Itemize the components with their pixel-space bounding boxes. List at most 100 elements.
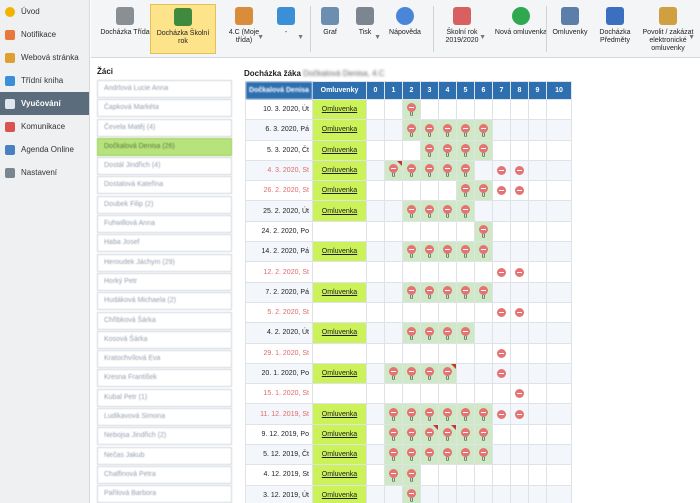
student-item[interactable]: Kosová Šárka	[97, 330, 232, 349]
toolbar-button-10[interactable]: Docházka Předměty	[591, 4, 639, 54]
omluvenka-link[interactable]: Omluvenka	[321, 126, 358, 134]
rocket-icon	[277, 7, 295, 25]
row-omluvenka[interactable]: Omluvenka	[312, 281, 367, 303]
sidebar-item-0[interactable]: Úvod	[0, 0, 89, 23]
chevron-down-icon[interactable]: ▼	[257, 34, 264, 41]
row-omluvenka[interactable]: Omluvenka	[312, 180, 367, 202]
sidebar-item-2[interactable]: Webová stránka	[0, 46, 89, 69]
chevron-down-icon[interactable]: ▼	[688, 34, 695, 41]
student-item[interactable]: Chřibková Šárka	[97, 311, 232, 330]
row-omluvenka[interactable]: Omluvenka	[312, 98, 367, 121]
sidebar-item-5[interactable]: Komunikace	[0, 115, 89, 138]
row-omluvenka[interactable]: Omluvenka	[312, 241, 367, 263]
student-item[interactable]: Hudáková Michaela (2)	[97, 292, 232, 311]
lesson-cell	[546, 342, 572, 364]
omluvenka-link[interactable]: Omluvenka	[321, 491, 358, 499]
lesson-cell	[438, 180, 457, 202]
row-omluvenka[interactable]: Omluvenka	[312, 423, 367, 446]
student-item[interactable]: Dočkalová Denisa (26)	[97, 137, 232, 156]
lesson-cell	[492, 180, 511, 202]
omluvenka-link[interactable]: Omluvenka	[321, 146, 358, 154]
student-item[interactable]: Nebojsa Jindřich (2)	[97, 427, 232, 446]
sidebar-item-7[interactable]: Nastavení	[0, 161, 89, 184]
omluvenka-link[interactable]: Omluvenka	[321, 106, 358, 114]
omluvenka-link[interactable]: Omluvenka	[321, 288, 358, 296]
row-omluvenka[interactable]: Omluvenka	[312, 200, 367, 222]
student-item[interactable]: Čevela Matěj (4)	[97, 118, 232, 137]
student-item[interactable]: Kresna František	[97, 369, 232, 388]
omluvenka-link[interactable]: Omluvenka	[321, 167, 358, 175]
row-omluvenka[interactable]: Omluvenka	[312, 464, 367, 486]
student-item[interactable]: Doubek Filip (2)	[97, 195, 232, 214]
student-item[interactable]: Fuhwillová Anna	[97, 215, 232, 234]
row-omluvenka[interactable]: Omluvenka	[312, 484, 367, 503]
omluvenka-link[interactable]: Omluvenka	[321, 187, 358, 195]
header-lesson: 6	[474, 81, 493, 100]
row-omluvenka	[312, 220, 367, 243]
student-item[interactable]: Kratochvílová Eva	[97, 350, 232, 369]
header-omluvenky: Omluvenky	[312, 81, 367, 100]
omluvenka-link[interactable]: Omluvenka	[321, 410, 358, 418]
toolbar-button-5[interactable]: Tisk ▼	[347, 4, 383, 54]
lesson-cell	[546, 261, 572, 283]
lesson-count: 0	[481, 457, 486, 464]
row-omluvenka[interactable]: Omluvenka	[312, 159, 367, 182]
row-omluvenka[interactable]: Omluvenka	[312, 444, 367, 466]
lesson-cell	[402, 301, 421, 324]
student-item[interactable]: Čapková Markéta	[97, 99, 232, 118]
chevron-down-icon[interactable]: ▼	[479, 34, 486, 41]
lesson-count: 0	[427, 294, 432, 301]
omluvenka-link[interactable]: Omluvenka	[321, 248, 358, 256]
omluvenka-link[interactable]: Omluvenka	[321, 207, 358, 215]
lesson-cell	[438, 464, 457, 486]
lesson-cell: 0	[456, 241, 475, 263]
sidebar-item-6[interactable]: Agenda Online	[0, 138, 89, 161]
chevron-down-icon[interactable]: ▼	[297, 34, 304, 41]
toolbar-button-4[interactable]: Graf	[313, 4, 347, 54]
row-omluvenka[interactable]: Omluvenka	[312, 322, 367, 344]
toolbar-button-9[interactable]: Omluvenky	[549, 4, 591, 54]
student-item[interactable]: Dostál Jindřich (4)	[97, 157, 232, 176]
absence-icon	[497, 348, 506, 358]
toolbar-button-11[interactable]: Povolit / zakázat elektronické omluvenky…	[639, 4, 697, 54]
student-item[interactable]: Ludikavová Simona	[97, 408, 232, 427]
student-item[interactable]: Chalfinová Petra	[97, 465, 232, 484]
toolbar-button-6[interactable]: Nápověda	[386, 4, 424, 54]
sidebar-item-3[interactable]: Třídní kniha	[0, 69, 89, 92]
row-date: 24. 2. 2020, Po	[245, 220, 313, 243]
sidebar-item-4[interactable]: Vyučování	[0, 92, 89, 115]
sidebar-item-1[interactable]: Notifikace	[0, 23, 89, 46]
lesson-count: 0	[409, 416, 414, 423]
toolbar-button-0[interactable]: Docházka Třída	[96, 4, 154, 54]
omluvenka-link[interactable]: Omluvenka	[321, 451, 358, 459]
lesson-cell	[366, 159, 385, 182]
student-item[interactable]: Haba Josef	[97, 234, 232, 253]
row-omluvenka[interactable]: Omluvenka	[312, 403, 367, 425]
student-item[interactable]: Kubal Petr (1)	[97, 388, 232, 407]
row-omluvenka[interactable]: Omluvenka	[312, 362, 367, 385]
row-omluvenka[interactable]: Omluvenka	[312, 139, 367, 161]
chevron-down-icon[interactable]: ▼	[374, 34, 381, 41]
student-item[interactable]: Dostalová Kateřina	[97, 176, 232, 195]
student-item[interactable]: Horký Petr	[97, 272, 232, 291]
toolbar-button-8[interactable]: Nová omluvenka	[493, 4, 549, 54]
absence-icon	[425, 204, 434, 214]
toolbar-button-1[interactable]: Docházka Školní rok	[150, 4, 216, 54]
student-item[interactable]: Nečas Jakub	[97, 446, 232, 465]
student-item[interactable]: Andrlová Lucie Anna	[97, 80, 232, 98]
student-item[interactable]: Pařilová Barbora	[97, 485, 232, 503]
omluvenka-link[interactable]: Omluvenka	[321, 370, 358, 377]
omluvenka-link[interactable]: Omluvenka	[321, 430, 358, 438]
lesson-cell: 0	[438, 241, 457, 263]
row-omluvenka[interactable]: Omluvenka	[312, 119, 367, 141]
lesson-cell	[384, 98, 403, 121]
omluvenka-link[interactable]: Omluvenka	[321, 471, 358, 479]
toolbar-button-3[interactable]: - ▼	[266, 4, 306, 54]
notebook-icon	[561, 7, 579, 25]
student-item[interactable]: Heroudek Jáchym (29)	[97, 253, 232, 272]
toolbar-button-2[interactable]: 4.C (Moje třída) ▼	[222, 4, 266, 54]
omluvenka-link[interactable]: Omluvenka	[321, 329, 358, 337]
lesson-count: 0	[391, 437, 396, 444]
toolbar-button-7[interactable]: Školní rok 2019/2020 ▼	[436, 4, 488, 54]
lesson-cell	[510, 220, 529, 243]
